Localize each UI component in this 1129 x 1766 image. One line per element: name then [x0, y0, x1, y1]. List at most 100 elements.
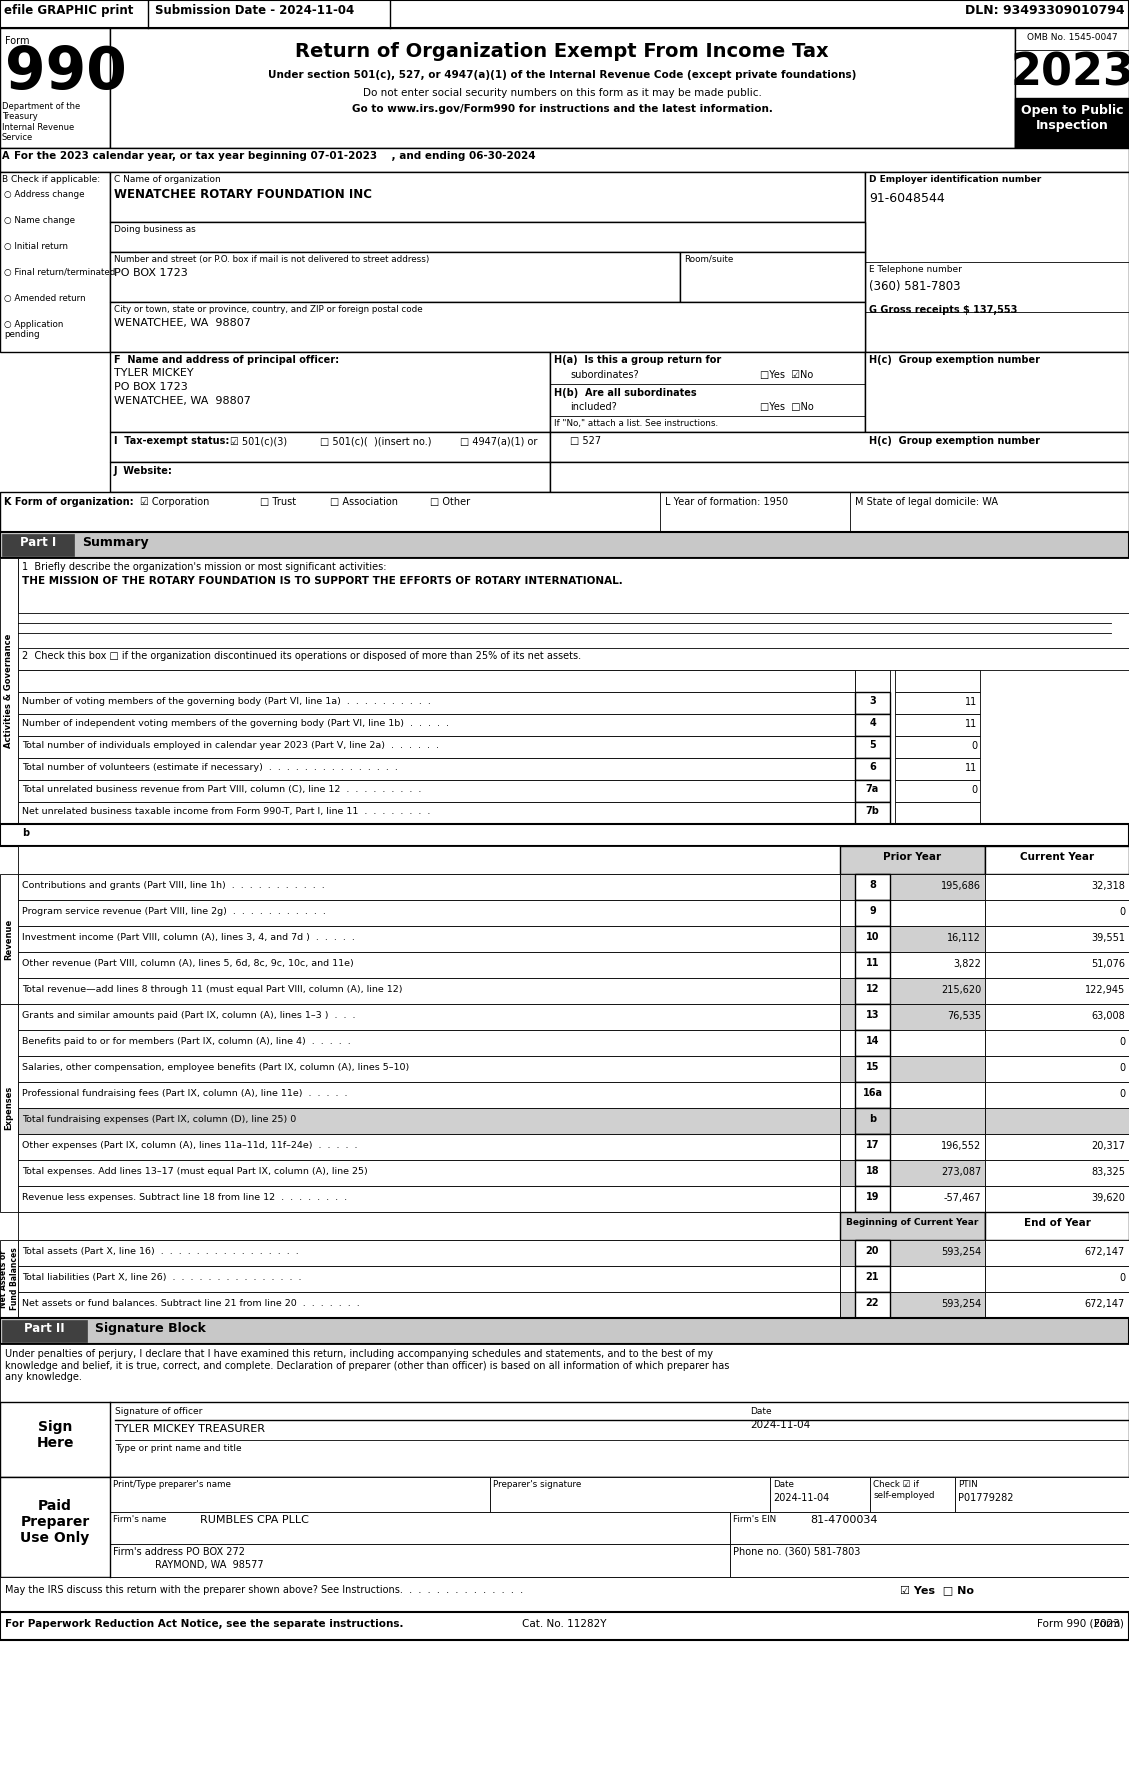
Text: 593,254: 593,254: [940, 1300, 981, 1309]
Text: P01779282: P01779282: [959, 1492, 1014, 1503]
Bar: [1015, 28, 1129, 148]
Bar: [550, 433, 1129, 463]
Text: □Yes  □No: □Yes □No: [760, 403, 814, 411]
Text: OMB No. 1545-0047: OMB No. 1545-0047: [1026, 34, 1118, 42]
Text: Number and street (or P.O. box if mail is not delivered to street address): Number and street (or P.O. box if mail i…: [114, 254, 429, 263]
Text: D Employer identification number: D Employer identification number: [869, 175, 1041, 184]
Text: 76,535: 76,535: [947, 1010, 981, 1021]
Text: Salaries, other compensation, employee benefits (Part IX, column (A), lines 5–10: Salaries, other compensation, employee b…: [21, 1063, 409, 1072]
Bar: [984, 1030, 1129, 1056]
Bar: [18, 781, 855, 802]
Text: RUMBLES CPA PLLC: RUMBLES CPA PLLC: [200, 1515, 309, 1526]
Text: 9: 9: [869, 906, 876, 917]
Text: Department of the
Treasury
Internal Revenue
Service: Department of the Treasury Internal Reve…: [2, 102, 80, 143]
Bar: [840, 1005, 984, 1030]
Text: Room/suite: Room/suite: [684, 254, 733, 263]
Text: 16,112: 16,112: [947, 932, 981, 943]
Text: RAYMOND, WA  98577: RAYMOND, WA 98577: [155, 1559, 264, 1570]
Bar: [0, 148, 1129, 171]
Text: Phone no. (360) 581-7803: Phone no. (360) 581-7803: [733, 1547, 860, 1558]
Bar: [984, 1134, 1129, 1160]
Bar: [0, 1344, 1129, 1402]
Text: Firm's address PO BOX 272: Firm's address PO BOX 272: [113, 1547, 245, 1558]
Text: Net Assets or
Fund Balances: Net Assets or Fund Balances: [0, 1247, 19, 1310]
Bar: [984, 1083, 1129, 1107]
Bar: [18, 1211, 840, 1240]
Text: 22: 22: [866, 1298, 879, 1309]
Text: Signature Block: Signature Block: [95, 1323, 205, 1335]
Bar: [840, 1266, 984, 1293]
Bar: [0, 1577, 1129, 1612]
Text: (360) 581-7803: (360) 581-7803: [869, 281, 961, 293]
Bar: [550, 351, 865, 433]
Text: Revenue less expenses. Subtract line 18 from line 12  .  .  .  .  .  .  .  .: Revenue less expenses. Subtract line 18 …: [21, 1194, 347, 1203]
Text: Print/Type preparer's name: Print/Type preparer's name: [113, 1480, 230, 1489]
Text: C Name of organization: C Name of organization: [114, 175, 221, 184]
Bar: [855, 1056, 890, 1083]
Text: Preparer's signature: Preparer's signature: [493, 1480, 581, 1489]
Bar: [18, 952, 840, 978]
Text: H(b)  Are all subordinates: H(b) Are all subordinates: [554, 389, 697, 397]
Bar: [840, 1083, 984, 1107]
Bar: [1015, 97, 1129, 177]
Text: Signature of officer: Signature of officer: [115, 1408, 202, 1416]
Text: WENATCHEE, WA  98807: WENATCHEE, WA 98807: [114, 396, 251, 406]
Bar: [855, 1083, 890, 1107]
Text: 0: 0: [1119, 908, 1124, 917]
Text: F  Name and address of principal officer:: F Name and address of principal officer:: [114, 355, 339, 366]
Bar: [18, 901, 840, 925]
Text: included?: included?: [570, 403, 616, 411]
Text: End of Year: End of Year: [1024, 1219, 1091, 1227]
Text: Form: Form: [5, 35, 29, 46]
Bar: [550, 463, 1129, 493]
Bar: [984, 846, 1129, 874]
Bar: [18, 1266, 840, 1293]
Text: self-employed: self-employed: [873, 1491, 935, 1499]
Text: 3: 3: [869, 696, 876, 706]
Bar: [840, 874, 984, 901]
Bar: [2, 1319, 87, 1342]
Text: PTIN: PTIN: [959, 1480, 978, 1489]
Bar: [984, 1293, 1129, 1317]
Bar: [110, 302, 865, 351]
Text: 10: 10: [866, 932, 879, 941]
Bar: [855, 692, 890, 713]
Text: WENATCHEE, WA  98807: WENATCHEE, WA 98807: [114, 318, 251, 328]
Text: PO BOX 1723: PO BOX 1723: [114, 268, 187, 277]
Text: For Paperwork Reduction Act Notice, see the separate instructions.: For Paperwork Reduction Act Notice, see …: [5, 1619, 403, 1628]
Text: 672,147: 672,147: [1085, 1300, 1124, 1309]
Bar: [0, 825, 1129, 846]
Text: Total number of individuals employed in calendar year 2023 (Part V, line 2a)  . : Total number of individuals employed in …: [21, 742, 439, 751]
Text: K Form of organization:: K Form of organization:: [5, 496, 133, 507]
Text: 16a: 16a: [863, 1088, 883, 1098]
Bar: [840, 901, 984, 925]
Text: 63,008: 63,008: [1092, 1010, 1124, 1021]
Bar: [895, 802, 980, 825]
Bar: [18, 1083, 840, 1107]
Text: Total expenses. Add lines 13–17 (must equal Part IX, column (A), line 25): Total expenses. Add lines 13–17 (must eq…: [21, 1167, 368, 1176]
Bar: [18, 692, 855, 713]
Text: 7a: 7a: [866, 784, 879, 795]
Bar: [18, 1134, 840, 1160]
Text: For the 2023 calendar year, or tax year beginning 07-01-2023    , and ending 06-: For the 2023 calendar year, or tax year …: [14, 152, 535, 161]
Text: Activities & Governance: Activities & Governance: [5, 634, 14, 749]
Bar: [18, 1293, 840, 1317]
Text: Part I: Part I: [20, 537, 56, 549]
Text: 1  Briefly describe the organization's mission or most significant activities:: 1 Briefly describe the organization's mi…: [21, 562, 386, 572]
Bar: [18, 802, 855, 825]
Text: □ 4947(a)(1) or: □ 4947(a)(1) or: [460, 436, 537, 447]
Text: □ Other: □ Other: [430, 496, 470, 507]
Bar: [840, 846, 984, 874]
Bar: [840, 1107, 984, 1134]
Text: L Year of formation: 1950: L Year of formation: 1950: [665, 496, 788, 507]
Text: Beginning of Current Year: Beginning of Current Year: [847, 1219, 979, 1227]
Text: Open to Public
Inspection: Open to Public Inspection: [1021, 104, 1123, 132]
Text: Total liabilities (Part X, line 26)  .  .  .  .  .  .  .  .  .  .  .  .  .  .  .: Total liabilities (Part X, line 26) . . …: [21, 1273, 301, 1282]
Text: 0: 0: [1119, 1273, 1124, 1284]
Text: 11: 11: [965, 719, 977, 729]
Bar: [895, 692, 980, 713]
Bar: [984, 1211, 1129, 1240]
Text: B Check if applicable:: B Check if applicable:: [2, 175, 100, 184]
Text: b: b: [869, 1114, 876, 1123]
Bar: [0, 558, 18, 825]
